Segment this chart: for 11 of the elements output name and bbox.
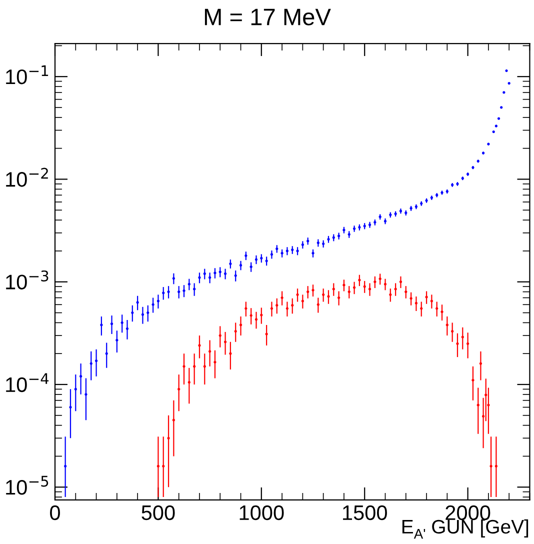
x-tick-label: 0 (50, 505, 60, 520)
y-tick-label: 10$^{−5}$ (6, 476, 48, 495)
x-tick-label: 1000 (240, 505, 284, 520)
chart-title: M = 17 MeV (204, 8, 331, 26)
y-tick-label: 10$^{−2}$ (6, 168, 48, 187)
y-tick-label: 10$^{−4}$ (6, 373, 49, 392)
x-tick-label: 500 (142, 505, 175, 520)
y-tick-label: 10$^{−1}$ (6, 65, 48, 84)
y-tick-label: 10$^{−3}$ (6, 270, 48, 290)
x-tick-label: 2000 (446, 505, 490, 520)
x-tick-label: 1500 (343, 505, 387, 520)
